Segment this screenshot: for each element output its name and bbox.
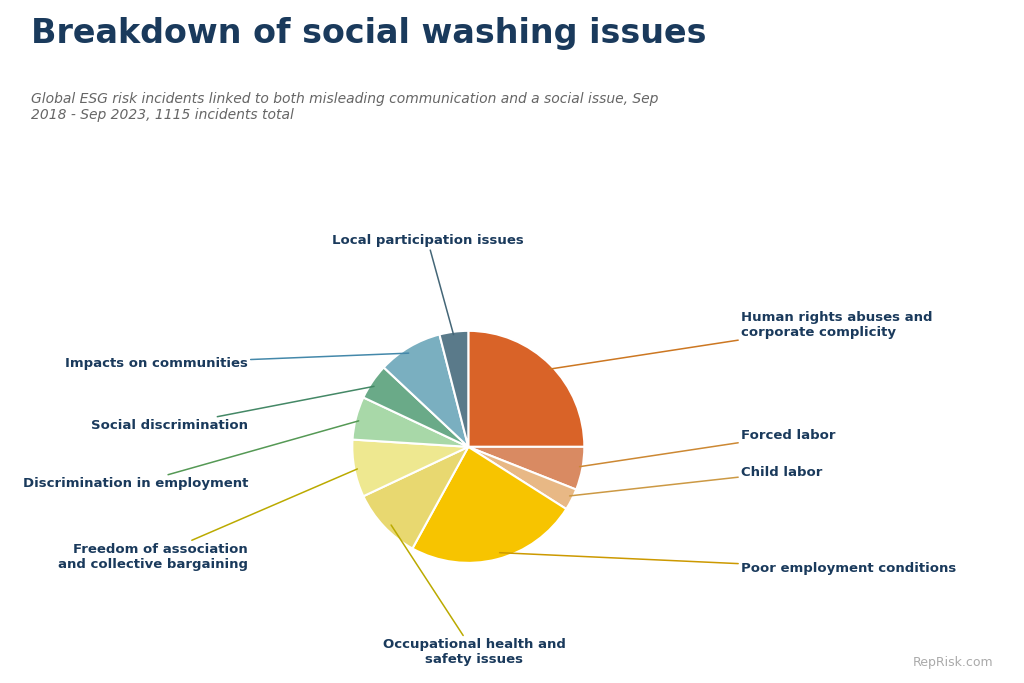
Text: Occupational health and
safety issues: Occupational health and safety issues (383, 525, 565, 667)
Text: Child labor: Child labor (569, 466, 822, 496)
Text: RepRisk.com: RepRisk.com (912, 656, 993, 669)
Text: Breakdown of social washing issues: Breakdown of social washing issues (31, 17, 707, 50)
Wedge shape (352, 398, 468, 447)
Text: Poor employment conditions: Poor employment conditions (500, 553, 956, 575)
Wedge shape (364, 367, 468, 447)
Text: Social discrimination: Social discrimination (91, 387, 374, 432)
Wedge shape (413, 447, 566, 563)
Text: Forced labor: Forced labor (580, 429, 836, 466)
Text: Discrimination in employment: Discrimination in employment (23, 421, 358, 490)
Text: Impacts on communities: Impacts on communities (65, 353, 409, 370)
Wedge shape (439, 331, 468, 447)
Wedge shape (468, 447, 577, 509)
Wedge shape (384, 335, 468, 447)
Text: Freedom of association
and collective bargaining: Freedom of association and collective ba… (58, 469, 357, 571)
Text: Local participation issues: Local participation issues (332, 234, 523, 335)
Text: Human rights abuses and
corporate complicity: Human rights abuses and corporate compli… (550, 311, 933, 369)
Text: Global ESG risk incidents linked to both misleading communication and a social i: Global ESG risk incidents linked to both… (31, 92, 658, 122)
Wedge shape (352, 440, 468, 497)
Wedge shape (468, 331, 585, 447)
Wedge shape (364, 447, 468, 548)
Wedge shape (468, 447, 585, 490)
